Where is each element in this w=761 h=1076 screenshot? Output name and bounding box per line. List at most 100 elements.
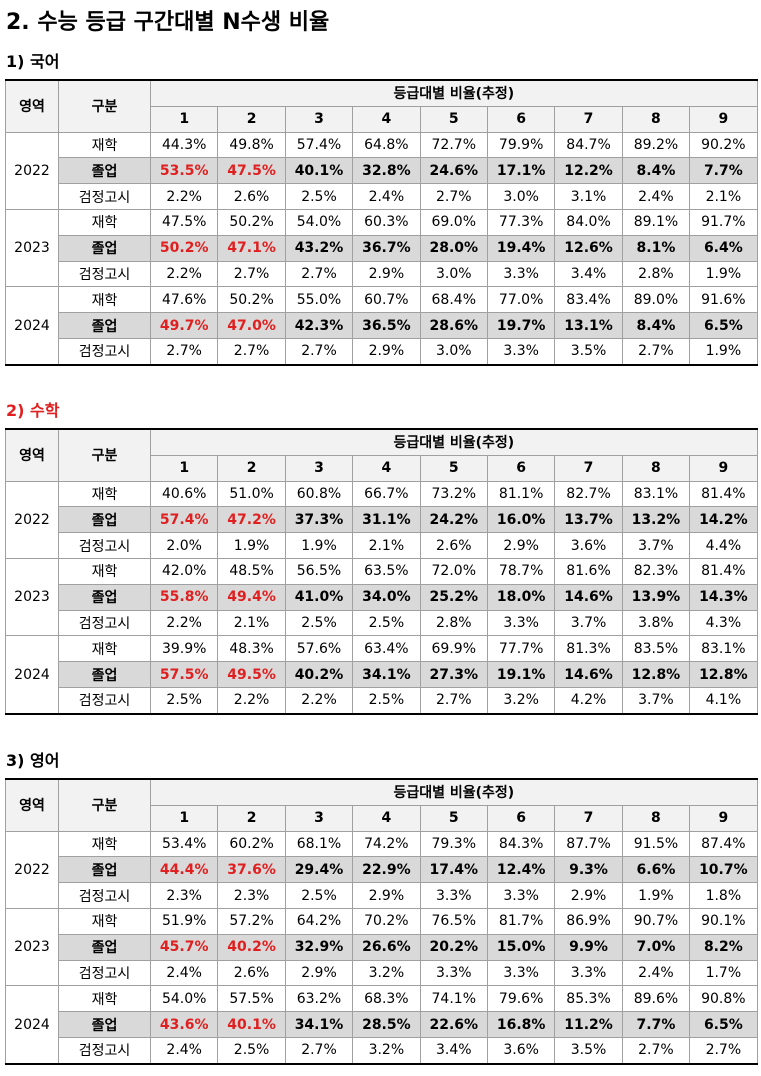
value-cell: 12.8%	[689, 661, 758, 688]
header-grade: 1	[149, 454, 219, 482]
data-row: 검정고시 2.3% 2.3% 2.5% 2.9% 3.3% 3.3% 2.9% 1.9% 1.8%	[6, 882, 758, 909]
data-row: 2024 재학 47.6% 50.2% 55.0% 60.7% 68.4% 77.0% 83.4…	[5, 286, 758, 366]
row-label: 졸업	[58, 157, 151, 185]
section-heading: 1) 국어	[6, 52, 60, 71]
value-cell: 57.5%	[217, 985, 286, 1013]
value-cell: 3.3%	[554, 959, 623, 987]
value-cell: 81.7%	[486, 907, 556, 935]
year-cell: 2024	[5, 286, 59, 366]
value-cell: 84.7%	[554, 131, 623, 159]
value-cell: 18.0%	[486, 583, 556, 611]
data-row: 검정고시 2.4% 2.5% 2.7% 3.2% 3.4% 3.6% 3.5% 2.7% 2.7%	[6, 1036, 758, 1065]
value-cell: 43.2%	[284, 234, 354, 262]
value-cell: 9.3%	[554, 856, 623, 884]
value-cell: 4.3%	[689, 609, 758, 637]
value-cell: 28.0%	[419, 234, 488, 262]
row-label: 졸업	[58, 234, 151, 262]
row-label: 졸업	[58, 856, 151, 884]
value-cell: 90.8%	[689, 985, 758, 1013]
value-cell: 2.8%	[419, 609, 488, 637]
value-cell: 2.9%	[352, 337, 421, 366]
row-label: 졸업	[58, 661, 151, 688]
data-row: 2022 재학 44.3% 49.8% 57.4% 64.8% 72.7% 79.9% 84.7…	[5, 131, 758, 210]
value-cell: 12.6%	[554, 234, 623, 262]
value-cell: 2.2%	[217, 686, 286, 715]
row-label: 검정고시	[58, 337, 151, 366]
value-cell: 89.2%	[621, 131, 691, 159]
value-cell: 24.2%	[419, 506, 488, 534]
value-cell: 48.3%	[217, 635, 286, 663]
value-cell: 12.8%	[621, 661, 691, 688]
data-row: 검정고시 2.5% 2.2% 2.2% 2.5% 2.7% 3.2% 4.2% 3.7% 4.1%	[6, 686, 758, 715]
header-row: 영역 구분 등급대별 비율(추정)	[5, 777, 758, 832]
value-cell: 76.5%	[419, 907, 488, 935]
value-cell: 13.1%	[554, 312, 623, 339]
value-cell: 47.5%	[149, 208, 219, 236]
value-cell: 1.9%	[217, 532, 286, 559]
value-cell: 42.3%	[284, 312, 354, 339]
value-cell: 3.3%	[419, 882, 488, 909]
row-label: 검정고시	[58, 609, 151, 637]
row-label: 검정고시	[58, 260, 151, 288]
data-row: 2023 재학 51.9% 57.2% 64.2% 70.2% 76.5% 81.7% 86.9…	[5, 907, 758, 987]
value-cell: 44.3%	[149, 131, 219, 159]
value-cell: 89.1%	[621, 208, 691, 236]
value-cell: 2.2%	[149, 609, 219, 637]
value-cell: 47.1%	[217, 234, 286, 262]
value-cell: 7.7%	[689, 157, 758, 185]
value-cell: 26.6%	[352, 933, 421, 961]
value-cell: 69.0%	[419, 208, 488, 236]
value-cell: 2.3%	[149, 882, 219, 909]
value-cell: 72.0%	[419, 557, 488, 585]
value-cell: 49.5%	[217, 661, 286, 688]
value-cell: 60.7%	[352, 286, 421, 314]
year-cell: 2024	[5, 985, 59, 1065]
value-cell: 3.4%	[554, 260, 623, 288]
value-cell: 57.2%	[217, 907, 286, 935]
value-cell: 55.8%	[149, 583, 219, 611]
value-cell: 3.3%	[486, 882, 556, 909]
year-cell: 2023	[5, 208, 59, 288]
value-cell: 1.9%	[689, 260, 758, 288]
row-label: 재학	[58, 131, 151, 159]
data-row: 졸업 45.7% 40.2% 32.9% 26.6% 20.2% 15.0% 9.9% 7.0%…	[6, 933, 758, 961]
value-cell: 3.5%	[554, 1036, 623, 1065]
value-cell: 49.4%	[217, 583, 286, 611]
value-cell: 1.7%	[689, 959, 758, 987]
value-cell: 3.3%	[419, 959, 488, 987]
row-label: 재학	[58, 985, 151, 1013]
value-cell: 15.0%	[486, 933, 556, 961]
value-cell: 79.3%	[419, 830, 488, 858]
value-cell: 2.5%	[217, 1036, 286, 1065]
value-cell: 2.7%	[621, 1036, 691, 1065]
value-cell: 87.7%	[554, 830, 623, 858]
value-cell: 56.5%	[284, 557, 354, 585]
value-cell: 63.5%	[352, 557, 421, 585]
year-cell: 2023	[5, 907, 59, 987]
value-cell: 2.7%	[621, 337, 691, 366]
data-row: 2024 재학 54.0% 57.5% 63.2% 68.3% 74.1% 79.6% 85.3…	[5, 985, 758, 1065]
value-cell: 2.5%	[284, 882, 354, 909]
row-label: 재학	[58, 907, 151, 935]
header-grade: 4	[352, 454, 421, 482]
value-cell: 77.7%	[486, 635, 556, 663]
value-cell: 3.4%	[419, 1036, 488, 1065]
value-cell: 40.1%	[217, 1011, 286, 1038]
value-cell: 2.7%	[217, 337, 286, 366]
value-cell: 45.7%	[149, 933, 219, 961]
value-cell: 3.0%	[419, 260, 488, 288]
value-cell: 90.7%	[621, 907, 691, 935]
row-label: 검정고시	[58, 183, 151, 210]
value-cell: 7.7%	[621, 1011, 691, 1038]
value-cell: 1.9%	[689, 337, 758, 366]
value-cell: 87.4%	[689, 830, 758, 858]
value-cell: 2.5%	[284, 609, 354, 637]
row-label: 검정고시	[58, 686, 151, 715]
value-cell: 2.9%	[284, 959, 354, 987]
value-cell: 16.8%	[486, 1011, 556, 1038]
value-cell: 3.8%	[621, 609, 691, 637]
value-cell: 47.6%	[149, 286, 219, 314]
year-cell: 2022	[5, 830, 59, 909]
value-cell: 3.3%	[486, 609, 556, 637]
value-cell: 60.8%	[284, 480, 354, 508]
